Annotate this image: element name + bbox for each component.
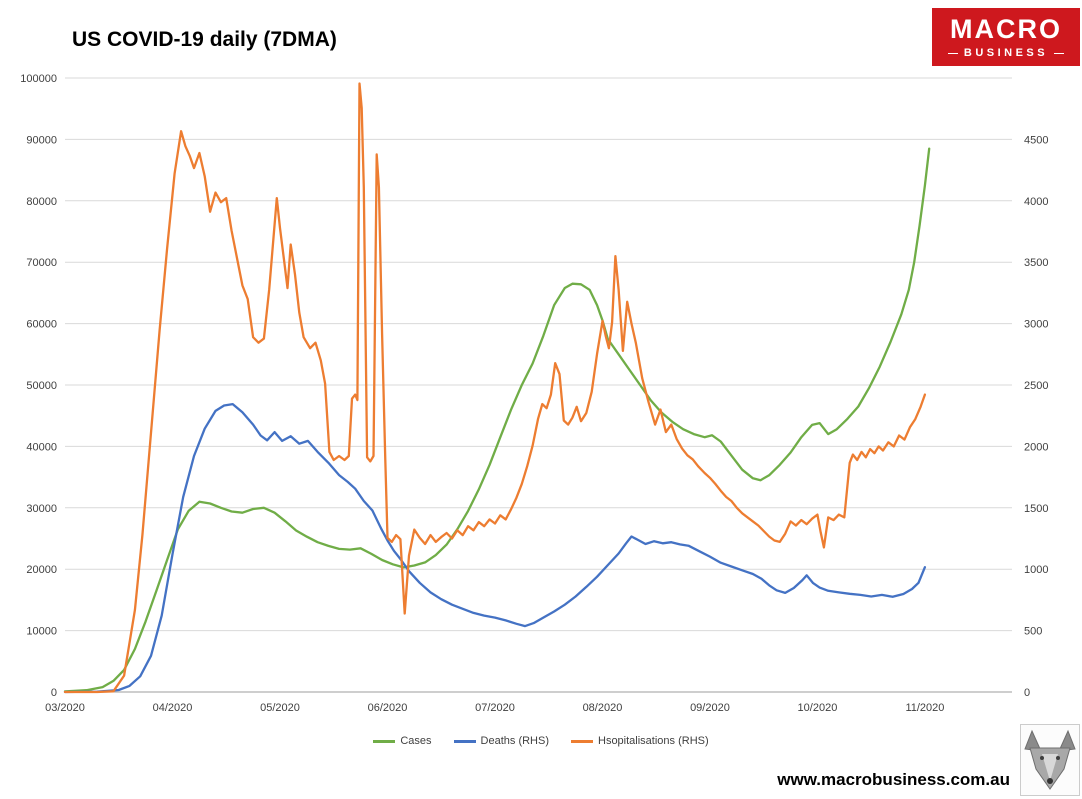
legend-item-deaths: Deaths (RHS) [453, 735, 549, 747]
legend-swatch-deaths [453, 739, 476, 743]
svg-text:50000: 50000 [26, 380, 57, 392]
svg-text:05/2020: 05/2020 [260, 702, 300, 714]
svg-text:2000: 2000 [1024, 441, 1048, 453]
svg-text:90000: 90000 [26, 134, 57, 146]
legend-item-cases: Cases [373, 735, 432, 747]
svg-text:4000: 4000 [1024, 196, 1048, 208]
legend-item-hospitalisations: Hsopitalisations (RHS) [571, 735, 709, 747]
svg-text:2500: 2500 [1024, 380, 1048, 392]
svg-text:0: 0 [51, 687, 57, 699]
svg-text:08/2020: 08/2020 [583, 702, 623, 714]
legend-label-deaths: Deaths (RHS) [480, 735, 549, 747]
logo-text-business: BUSINESS [948, 47, 1064, 59]
website-text: www.macrobusiness.com.au [777, 770, 1010, 789]
wolf-sketch-logo [1020, 724, 1080, 796]
legend-swatch-cases [373, 739, 396, 743]
svg-text:20000: 20000 [26, 564, 57, 576]
svg-text:70000: 70000 [26, 257, 57, 269]
svg-text:0: 0 [1024, 687, 1030, 699]
chart-legend: Cases Deaths (RHS) Hsopitalisations (RHS… [0, 735, 1082, 747]
legend-swatch-hospitalisations [571, 739, 593, 743]
svg-text:11/2020: 11/2020 [905, 702, 944, 714]
macrobusiness-logo: MACRO BUSINESS [932, 8, 1080, 66]
svg-text:10/2020: 10/2020 [798, 702, 838, 714]
svg-text:09/2020: 09/2020 [690, 702, 730, 714]
svg-text:30000: 30000 [26, 503, 57, 515]
svg-text:4500: 4500 [1024, 134, 1048, 146]
svg-text:3500: 3500 [1024, 257, 1048, 269]
svg-text:06/2020: 06/2020 [368, 702, 408, 714]
svg-text:07/2020: 07/2020 [475, 702, 515, 714]
svg-text:1500: 1500 [1024, 503, 1048, 515]
chart-title: US COVID-19 daily (7DMA) [72, 28, 337, 51]
svg-text:3000: 3000 [1024, 319, 1048, 331]
svg-text:1000: 1000 [1024, 564, 1048, 576]
svg-text:100000: 100000 [20, 73, 57, 85]
svg-text:10000: 10000 [26, 626, 57, 638]
svg-text:60000: 60000 [26, 319, 57, 331]
legend-label-hospitalisations: Hsopitalisations (RHS) [598, 735, 709, 747]
svg-text:80000: 80000 [26, 196, 57, 208]
legend-label-cases: Cases [400, 735, 432, 747]
svg-text:40000: 40000 [26, 441, 57, 453]
svg-text:03/2020: 03/2020 [45, 702, 85, 714]
logo-text-macro: MACRO [950, 13, 1062, 44]
svg-text:500: 500 [1024, 626, 1042, 638]
svg-text:04/2020: 04/2020 [153, 702, 193, 714]
